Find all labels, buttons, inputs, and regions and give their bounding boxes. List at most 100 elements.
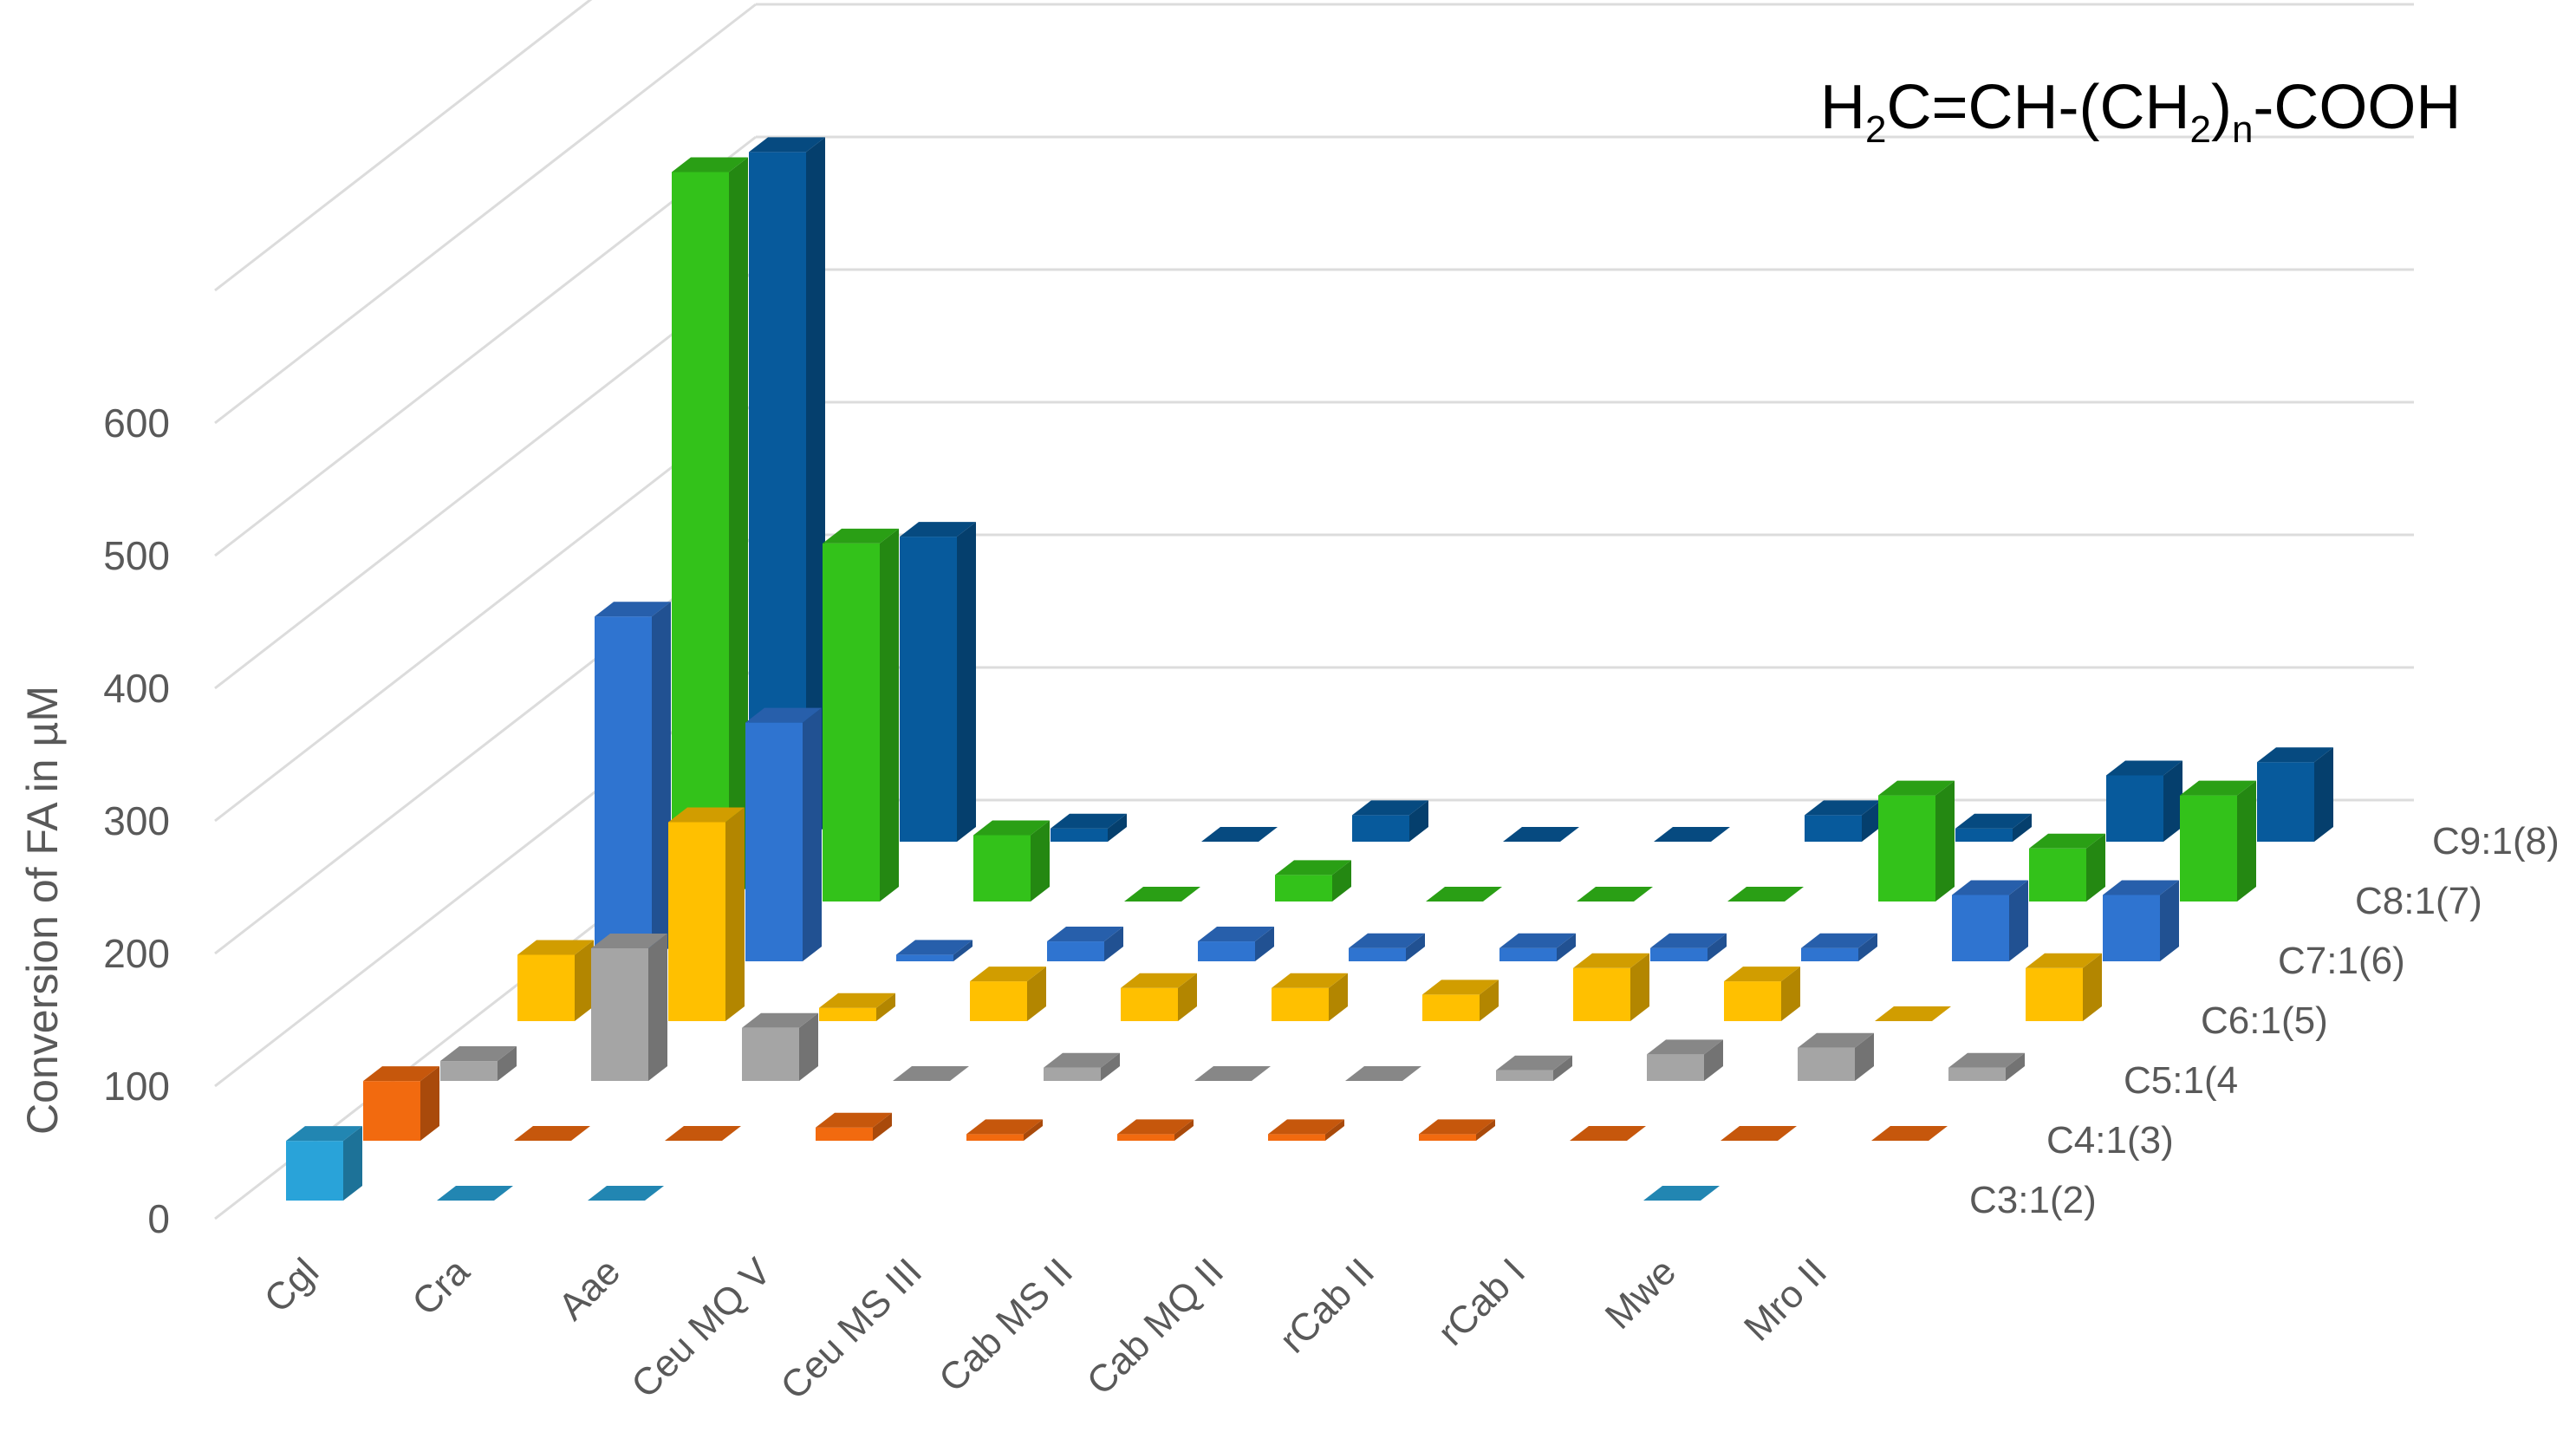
bar-top <box>1426 887 1502 901</box>
category-label: Cgl <box>257 1250 327 1320</box>
bar <box>2180 780 2256 901</box>
category-label: Cra <box>404 1250 478 1324</box>
bar-top <box>1721 1126 1797 1141</box>
bar <box>286 1126 362 1201</box>
category-label: Ceu MS III <box>772 1250 930 1408</box>
bar <box>1955 813 2032 842</box>
bar-front <box>1650 947 1708 961</box>
bar-side <box>1480 980 1499 1021</box>
bar <box>1345 1066 1421 1082</box>
bar-front <box>363 1081 420 1141</box>
bar-side <box>2083 953 2102 1021</box>
bar-front <box>1198 941 1255 961</box>
bar-front <box>1724 981 1781 1021</box>
bar <box>1352 800 1428 842</box>
bar <box>745 707 822 961</box>
bar-side <box>880 528 899 901</box>
bar-top <box>1955 813 2032 829</box>
bar-top <box>1878 780 1955 796</box>
bar-top <box>1948 1052 2025 1068</box>
bar-front <box>1948 1067 2006 1081</box>
bar-top <box>2257 747 2333 763</box>
bar-top <box>1198 927 1274 942</box>
bar-front <box>2026 967 2083 1021</box>
bar <box>440 1046 517 1081</box>
bar <box>1871 1126 1948 1142</box>
bar <box>1798 1032 1874 1081</box>
bar-side <box>1031 820 1050 901</box>
bar-side <box>2009 880 2028 961</box>
bar-front <box>1117 1134 1174 1141</box>
bar-top <box>1952 880 2028 895</box>
bar-top <box>1496 1055 1572 1071</box>
category-label: Mwe <box>1597 1250 1684 1337</box>
category-label: Mro II <box>1736 1250 1835 1349</box>
bar-top <box>1268 1119 1344 1135</box>
bar <box>595 602 671 961</box>
bar-side <box>1174 1119 1194 1141</box>
y-tick-label: 500 <box>103 533 170 578</box>
bar <box>966 1119 1043 1141</box>
bar-top <box>1724 967 1800 982</box>
series-label: C9:1(8) <box>2432 820 2560 862</box>
bar <box>1654 827 1730 843</box>
bar-side <box>575 940 594 1021</box>
formula-middle: C=CH-(CH <box>1886 73 2189 142</box>
bar-side <box>1862 800 1881 842</box>
bar <box>2029 833 2105 901</box>
bar-side <box>729 157 748 901</box>
formula-prefix: H <box>1820 73 1865 142</box>
bar <box>823 528 899 901</box>
bar-front <box>1272 987 1329 1021</box>
y-tick-label: 0 <box>147 1196 170 1241</box>
bar-front <box>1349 947 1406 961</box>
bar <box>1268 1119 1344 1141</box>
bar-top <box>2106 760 2182 776</box>
bar-side <box>803 707 822 961</box>
formula-suffix: -COOH <box>2253 73 2461 142</box>
bar-side <box>799 1012 818 1081</box>
bar-front <box>1955 828 2013 842</box>
bar <box>1121 973 1197 1021</box>
series-label: C8:1(7) <box>2355 880 2482 922</box>
bar <box>819 993 895 1021</box>
bar <box>588 1186 664 1201</box>
bar <box>1426 887 1502 902</box>
bar <box>1570 1126 1646 1142</box>
series-label: C6:1(5) <box>2201 999 2328 1042</box>
category-label: Ceu MQ V <box>623 1250 779 1406</box>
bar <box>900 522 976 842</box>
bar-top <box>1798 1032 1874 1048</box>
bar-top <box>588 1186 664 1201</box>
bar-top <box>2103 880 2179 895</box>
category-label: Cab MQ II <box>1079 1250 1232 1403</box>
bar-top <box>514 1126 590 1141</box>
bar <box>672 157 748 901</box>
gridlines <box>214 0 2414 1220</box>
gridline-side <box>214 0 593 292</box>
bar <box>1801 933 1877 961</box>
bar <box>1878 780 1955 901</box>
bar-top <box>1117 1119 1194 1135</box>
bar-top <box>973 820 1050 836</box>
bar <box>1124 887 1200 902</box>
bar-front <box>440 1061 498 1081</box>
formula-sub-3: n <box>2232 108 2253 151</box>
bar-side <box>1409 800 1428 842</box>
bar-side <box>2006 1052 2025 1081</box>
y-tick-label: 400 <box>103 666 170 711</box>
bar-side <box>648 934 667 1081</box>
bar-top <box>1875 1006 1951 1021</box>
bar <box>1573 953 1649 1021</box>
gridline-side <box>214 135 757 557</box>
bar-front <box>819 1007 876 1021</box>
bar-front <box>1647 1054 1704 1081</box>
bar-front <box>1047 941 1104 961</box>
bar <box>896 940 973 961</box>
bar-side <box>957 522 976 842</box>
bar-top <box>1275 860 1351 875</box>
bar-top <box>1577 887 1653 901</box>
bar-top <box>1047 927 1123 942</box>
bar <box>1349 933 1425 961</box>
bar-front <box>745 722 803 961</box>
